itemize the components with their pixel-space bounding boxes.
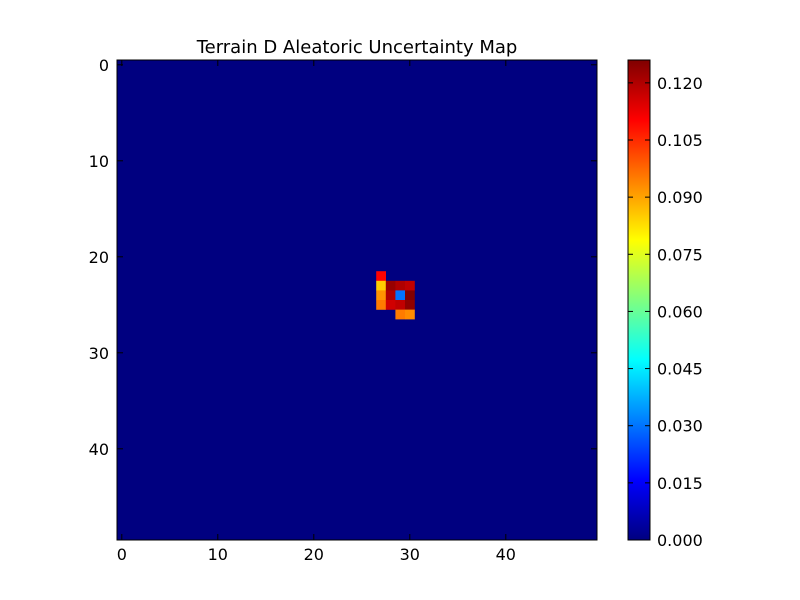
chart-title: Terrain D Aleatoric Uncertainty Map: [196, 37, 518, 58]
y-tick-label: 30: [89, 344, 109, 363]
heatmap-cell: [395, 280, 406, 291]
heatmap-cell: [376, 280, 386, 291]
colorbar-tick-label: 0.105: [657, 131, 703, 150]
plot-frame: [116, 59, 598, 541]
colorbar-tick-label: 0.015: [657, 474, 703, 493]
heatmap-cell: [405, 280, 415, 291]
x-tick-label: 20: [304, 545, 324, 564]
heatmap-cell: [385, 300, 396, 310]
heatmap-background: [117, 60, 597, 540]
x-tick-label: 40: [496, 545, 516, 564]
colorbar-ticks: 0.000 0.015 0.030 0.045 0.060 0.075 0.090 0.105…: [628, 74, 703, 550]
y-axis-ticks: 0 10 20 30 40: [89, 56, 597, 459]
heatmap-cell: [405, 300, 415, 310]
x-tick-label: 10: [208, 545, 228, 564]
colorbar-tick-label: 0.045: [657, 360, 703, 379]
y-tick-label: 0: [99, 56, 109, 75]
heatmap-cell: [376, 290, 386, 301]
colorbar-tick-label: 0.060: [657, 302, 703, 321]
colorbar-tick-label: 0.000: [657, 531, 703, 550]
x-axis-ticks: 0 10 20 30 40: [117, 60, 516, 564]
colorbar-tick-label: 0.090: [657, 188, 703, 207]
y-tick-label: 20: [89, 248, 109, 267]
heatmap-cell: [385, 290, 396, 301]
colorbar: [627, 59, 651, 541]
x-tick-label: 0: [117, 545, 127, 564]
colorbar-tick-label: 0.030: [657, 417, 703, 436]
heatmap-cell: [405, 309, 415, 320]
y-tick-label: 40: [89, 440, 109, 459]
heatmap-cell: [405, 290, 415, 301]
heatmap-cell: [395, 290, 406, 301]
y-tick-label: 10: [89, 152, 109, 171]
heatmap-cell: [395, 300, 406, 310]
heatmap-cell: [395, 309, 406, 320]
heatmap-cell: [376, 271, 386, 281]
heatmap-cells: [117, 60, 597, 540]
colorbar-tick-label: 0.075: [657, 245, 703, 264]
colorbar-tick-label: 0.120: [657, 74, 703, 93]
heatmap-cell: [385, 280, 396, 291]
heatmap-cell: [376, 300, 386, 310]
x-tick-label: 30: [400, 545, 420, 564]
